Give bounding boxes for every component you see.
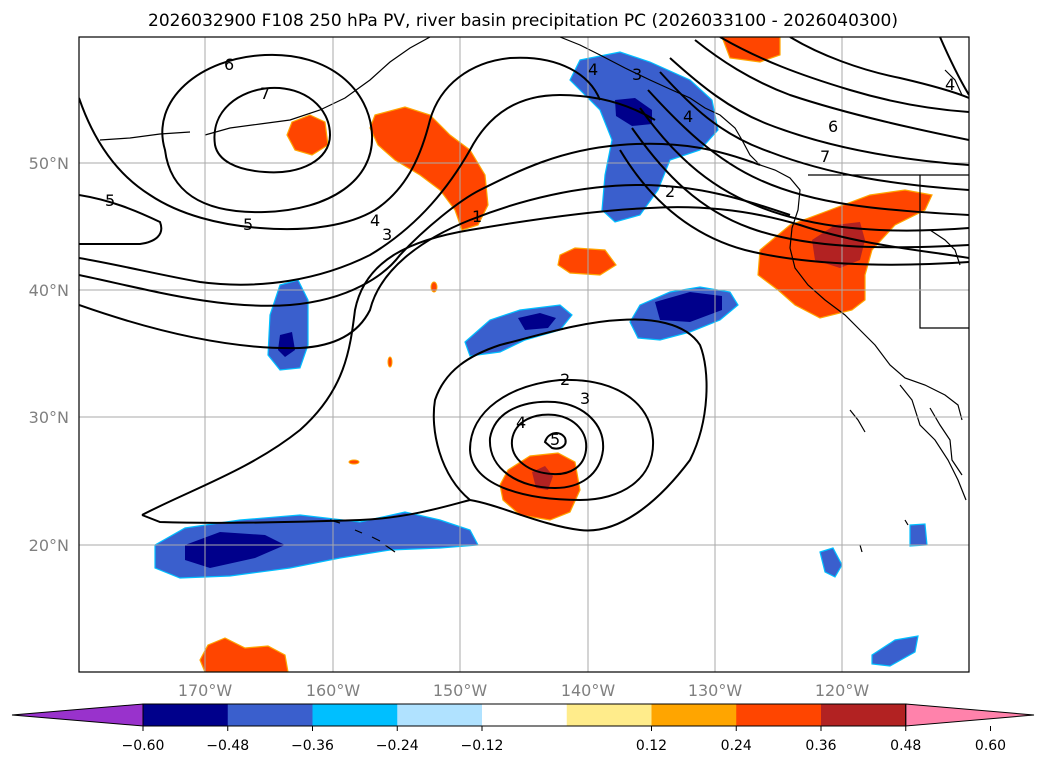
pv-contour-line <box>543 432 567 450</box>
colorbar-segment <box>143 704 229 726</box>
lon-label-170w: 170°W <box>178 681 233 700</box>
negative-anomaly-region <box>871 635 919 667</box>
colorbar-extend-max <box>905 703 1035 727</box>
strong-negative-anomaly-region <box>278 332 295 357</box>
contour-label: 6 <box>828 117 838 136</box>
contour-label: 4 <box>683 107 693 126</box>
contour-label: 5 <box>550 430 560 449</box>
pv-contour-labels: 6 7 5 5 4 3 1 4 3 4 2 6 7 4 2 3 4 5 <box>105 55 955 449</box>
contour-label: 3 <box>632 65 642 84</box>
colorbar-segment <box>566 704 652 726</box>
pv-contour-line <box>141 206 969 516</box>
lon-label-130w: 130°W <box>688 681 743 700</box>
positive-anomaly-region <box>557 247 617 276</box>
pv-contour-line <box>659 71 969 191</box>
colorbar-segment <box>397 704 483 726</box>
pv-contour-line <box>669 57 969 166</box>
lat-label-30n: 30°N <box>29 408 69 427</box>
colorbar-segment <box>227 704 313 726</box>
positive-anomaly-speck <box>348 459 360 465</box>
contour-label: 4 <box>588 60 598 79</box>
colorbar-segment <box>651 704 737 726</box>
precip-anomaly-fill <box>154 37 933 672</box>
pv-contour-line <box>161 53 374 214</box>
pv-contour-line <box>619 149 969 266</box>
latitude-labels: 50°N 40°N 30°N 20°N <box>29 154 69 555</box>
strong-negative-anomaly-region <box>655 292 722 322</box>
pv-contour-line <box>79 56 601 231</box>
colorbar-segment <box>821 704 907 726</box>
pv-contour-line <box>79 183 791 350</box>
contour-label: 4 <box>945 75 955 94</box>
pv-contour-line <box>694 39 969 141</box>
colorbar-tick-label: 0.60 <box>975 738 1006 754</box>
lon-label-140w: 140°W <box>561 681 616 700</box>
contour-label: 5 <box>243 215 253 234</box>
pv-contour-line <box>647 89 969 216</box>
colorbar-segment <box>736 704 822 726</box>
pv-contour-line <box>939 37 969 96</box>
contour-label: 2 <box>560 370 570 389</box>
contour-label: 6 <box>224 55 234 74</box>
colorbar-tick-label: −0.12 <box>461 738 504 754</box>
pv-contour-line <box>141 318 708 532</box>
strong-negative-anomaly-region <box>518 313 556 330</box>
colorbar-tick-label: 0.48 <box>890 738 921 754</box>
lon-label-120w: 120°W <box>815 681 870 700</box>
positive-anomaly-region <box>369 106 489 231</box>
pv-contour-line <box>79 93 656 286</box>
contour-label: 7 <box>260 84 270 103</box>
lat-label-20n: 20°N <box>29 536 69 555</box>
negative-anomaly-region <box>909 523 928 547</box>
colorbar-tick-label: −0.24 <box>376 738 419 754</box>
colorbar-tick-label: −0.36 <box>291 738 334 754</box>
contour-label: 7 <box>820 147 830 166</box>
pv-contour-line <box>719 37 969 113</box>
pv-contour-line <box>510 413 588 476</box>
colorbar-tick-label: 0.36 <box>805 738 836 754</box>
lat-label-50n: 50°N <box>29 154 69 173</box>
lat-label-40n: 40°N <box>29 281 69 300</box>
positive-anomaly-speck <box>387 356 393 368</box>
positive-anomaly-region <box>721 37 781 63</box>
lon-label-150w: 150°W <box>433 681 488 700</box>
colorbar-extend-min <box>11 703 144 727</box>
negative-anomaly-region <box>819 547 843 578</box>
pv-contour-line <box>789 37 969 99</box>
colorbar-tick-label: −0.60 <box>122 738 165 754</box>
colorbar-tick-label: 0.12 <box>636 738 667 754</box>
contour-label: 4 <box>516 413 526 432</box>
pv-contour-line <box>488 400 605 490</box>
contour-label: 3 <box>580 389 590 408</box>
map-title: 2026032900 F108 250 hPa PV, river basin … <box>148 11 898 31</box>
strong-negative-anomaly-region <box>185 532 285 568</box>
positive-anomaly-region <box>199 637 289 672</box>
map-panel: 6 7 5 5 4 3 1 4 3 4 2 6 7 4 2 3 4 5 <box>78 36 970 673</box>
pv-contour-line <box>468 378 655 502</box>
lon-label-160w: 160°W <box>306 681 361 700</box>
colorbar-segment <box>482 704 568 726</box>
longitude-labels: 170°W 160°W 150°W 140°W 130°W 120°W <box>178 681 870 700</box>
colorbar: −0.60 −0.48 −0.36 −0.24 −0.12 0.12 0.24 0.36 0.4… <box>11 703 1035 754</box>
positive-anomaly-region <box>286 114 329 156</box>
pv-contour-line <box>79 142 761 307</box>
map-frame <box>78 36 970 673</box>
pv-contours <box>79 37 969 532</box>
pv-contour-line <box>631 127 969 249</box>
contour-label: 4 <box>370 211 380 230</box>
colorbar-tick-label: −0.48 <box>206 738 249 754</box>
contour-label: 5 <box>105 191 115 210</box>
colorbar-segment <box>312 704 398 726</box>
contour-label: 1 <box>472 207 482 226</box>
pv-contour-line <box>639 107 969 232</box>
pv-contour-line <box>79 194 163 245</box>
colorbar-frame <box>142 703 907 727</box>
contour-label: 3 <box>382 225 392 244</box>
contour-label: 2 <box>665 182 675 201</box>
pv-contour-line <box>213 86 332 174</box>
colorbar-tick-label: 0.24 <box>721 738 752 754</box>
